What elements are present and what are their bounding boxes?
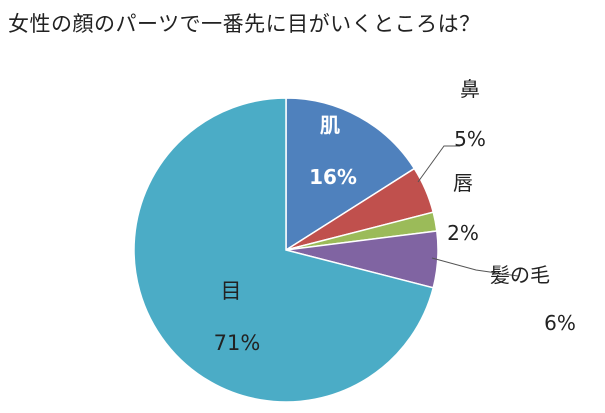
- slice-label-0: 肌: [320, 113, 340, 137]
- leader-line-1: [417, 145, 460, 183]
- slice-label-4: 目: [221, 279, 242, 303]
- slice-label-3: 髪の毛: [490, 263, 550, 287]
- slice-value-label-0: 16%: [309, 165, 357, 189]
- slice-label-1: 鼻: [460, 77, 480, 101]
- slice-value-label-1: 5%: [454, 127, 486, 151]
- pie-slice-4: [133, 97, 435, 403]
- slice-value-label-3: 6%: [544, 311, 576, 335]
- pie-slice-0: [285, 97, 416, 252]
- slice-value-label-2: 2%: [447, 221, 479, 245]
- slice-value-label-4: 71%: [214, 331, 261, 355]
- leader-line-3: [431, 257, 519, 277]
- slice-label-2: 唇: [453, 171, 473, 195]
- chart-title: 女性の顔のパーツで一番先に目がいくところは？: [8, 12, 481, 36]
